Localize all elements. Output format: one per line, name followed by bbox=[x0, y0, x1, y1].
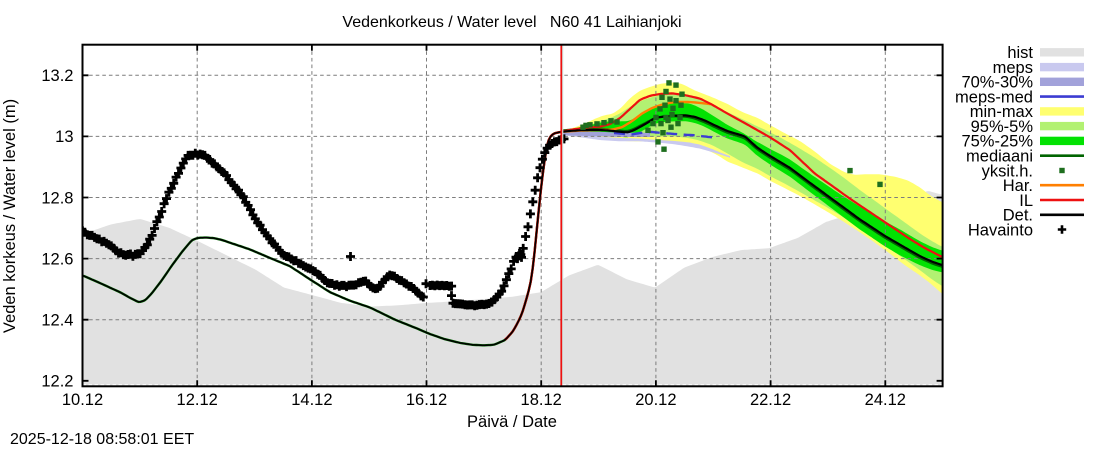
svg-text:12.6: 12.6 bbox=[41, 250, 73, 268]
svg-text:Det.: Det. bbox=[1003, 207, 1033, 225]
svg-text:13: 13 bbox=[55, 128, 73, 146]
svg-text:Vedenkorkeus / Water level N: Vedenkorkeus / Water level N60 41 Laihia… bbox=[342, 14, 681, 31]
svg-text:12.12: 12.12 bbox=[177, 391, 218, 409]
svg-text:95%-5%: 95%-5% bbox=[971, 118, 1034, 136]
svg-text:70%-30%: 70%-30% bbox=[961, 74, 1033, 92]
svg-text:Päivä / Date: Päivä / Date bbox=[467, 413, 557, 431]
svg-text:min-max: min-max bbox=[970, 103, 1034, 121]
svg-text:75%-25%: 75%-25% bbox=[961, 133, 1033, 151]
svg-text:12.8: 12.8 bbox=[41, 189, 73, 207]
svg-text:meps-med: meps-med bbox=[955, 88, 1033, 106]
svg-text:Veden korkeus / Water level (m: Veden korkeus / Water level (m) bbox=[1, 99, 19, 333]
svg-text:Har.: Har. bbox=[1003, 177, 1033, 195]
svg-text:Havainto: Havainto bbox=[968, 221, 1033, 239]
svg-text:10.12: 10.12 bbox=[62, 391, 103, 409]
svg-text:yksit.h.: yksit.h. bbox=[982, 162, 1033, 180]
svg-text:24.12: 24.12 bbox=[865, 391, 906, 409]
svg-text:16.12: 16.12 bbox=[406, 391, 447, 409]
svg-text:13.2: 13.2 bbox=[41, 67, 73, 85]
svg-text:18.12: 18.12 bbox=[521, 391, 562, 409]
svg-text:20.12: 20.12 bbox=[635, 391, 676, 409]
svg-text:IL: IL bbox=[1019, 192, 1033, 210]
svg-text:12.4: 12.4 bbox=[41, 312, 73, 330]
svg-text:hist: hist bbox=[1007, 44, 1033, 62]
svg-text:22.12: 22.12 bbox=[750, 391, 791, 409]
svg-text:mediaani: mediaani bbox=[966, 148, 1033, 166]
svg-text:14.12: 14.12 bbox=[291, 391, 332, 409]
svg-text:12.2: 12.2 bbox=[41, 373, 73, 391]
svg-text:2025-12-18 08:58:01 EET: 2025-12-18 08:58:01 EET bbox=[10, 431, 194, 448]
svg-text:meps: meps bbox=[993, 59, 1033, 77]
